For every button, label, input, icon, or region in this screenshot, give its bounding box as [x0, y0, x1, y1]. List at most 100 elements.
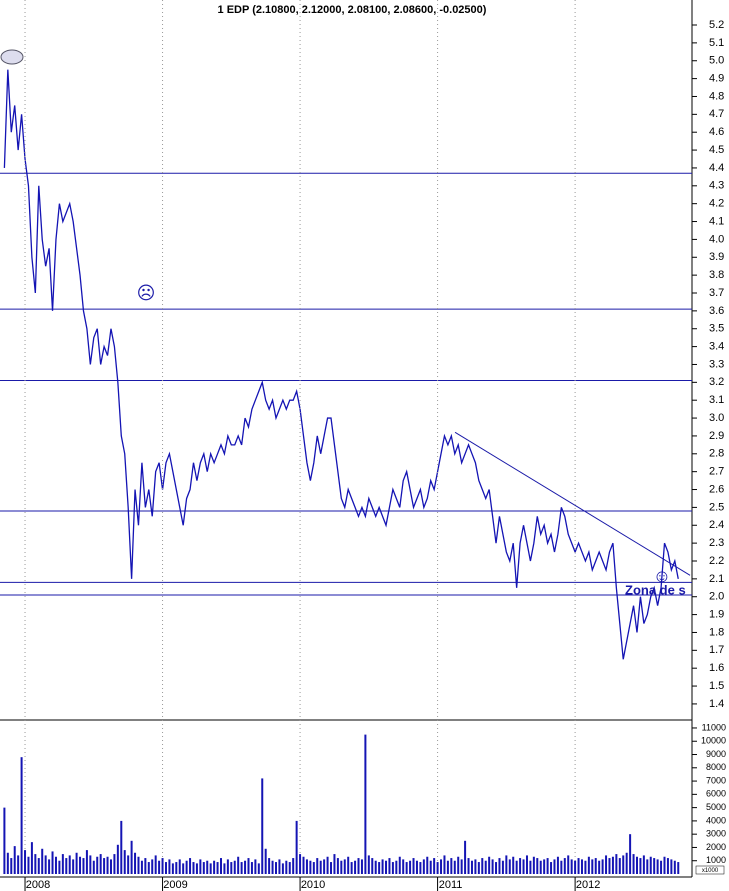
volume-bar [453, 860, 456, 874]
volume-bar [230, 862, 233, 874]
volume-bar [550, 862, 553, 874]
volume-bar [305, 859, 308, 874]
volume-bar [285, 860, 288, 874]
volume-bar [158, 860, 161, 874]
volume-bar [470, 860, 473, 874]
volume-bar [426, 856, 429, 874]
y-tick-label: 2.9 [709, 430, 724, 442]
volume-tick-label: 9000 [706, 749, 726, 759]
y-tick-label: 5.0 [709, 55, 724, 67]
y-tick-label: 2.5 [709, 501, 724, 513]
volume-bar [522, 859, 525, 874]
volume-bar [223, 863, 226, 874]
volume-bar [202, 862, 205, 874]
volume-bar [30, 842, 33, 874]
trendline [454, 431, 691, 576]
volume-bar [639, 858, 642, 874]
volume-bar [508, 859, 511, 874]
y-tick-label: 3.7 [709, 287, 724, 299]
volume-bar [312, 862, 315, 874]
volume-bar [364, 734, 367, 874]
volume-bar [68, 855, 71, 874]
volume-bar [450, 858, 453, 874]
logo-icon [0, 49, 24, 65]
volume-bar [261, 778, 264, 874]
volume-bar [92, 860, 95, 874]
volume-tick-label: 3000 [706, 829, 726, 839]
volume-bar [519, 858, 522, 874]
volume-bar [405, 862, 408, 874]
volume-bar [99, 854, 102, 874]
y-tick-label: 3.9 [709, 251, 724, 263]
y-tick-label: 3.6 [709, 305, 724, 317]
volume-bar [175, 862, 178, 874]
volume-bar [419, 862, 422, 874]
volume-bar [653, 858, 656, 874]
volume-bar [422, 859, 425, 874]
volume-bar [182, 863, 185, 874]
y-tick-label: 4.4 [709, 162, 724, 174]
volume-bar [41, 848, 44, 874]
volume-bar [127, 855, 130, 874]
volume-bar [385, 860, 388, 874]
volume-bar [154, 855, 157, 874]
volume-bar [367, 855, 370, 874]
volume-bar [3, 807, 6, 874]
volume-bar [178, 859, 181, 874]
volume-bar [216, 862, 219, 874]
volume-bar [563, 858, 566, 874]
volume-bar [299, 854, 302, 874]
volume-bar [594, 858, 597, 874]
volume-bar [85, 850, 88, 874]
volume-bar [660, 860, 663, 874]
volume-bar [525, 855, 528, 874]
volume-bar [663, 856, 666, 874]
volume-bar [13, 846, 16, 874]
y-tick-label: 5.1 [709, 37, 724, 49]
y-tick-label: 4.9 [709, 73, 724, 85]
volume-bar [484, 860, 487, 874]
volume-bar [666, 858, 669, 874]
volume-unit-box [695, 865, 725, 875]
volume-bar [656, 859, 659, 874]
volume-bar [357, 858, 360, 874]
y-tick-label: 3.8 [709, 269, 724, 281]
volume-bar [587, 856, 590, 874]
volume-bar [199, 859, 202, 874]
volume-bar [140, 860, 143, 874]
volume-bar [381, 859, 384, 874]
volume-bar [457, 856, 460, 874]
y-tick-label: 1.9 [709, 608, 724, 620]
volume-bar [436, 862, 439, 874]
volume-bar [412, 858, 415, 874]
volume-bar [433, 858, 436, 874]
volume-bar [316, 858, 319, 874]
volume-bar [460, 859, 463, 874]
volume-bar [54, 856, 57, 874]
volume-bar [137, 856, 140, 874]
volume-bar [536, 858, 539, 874]
volume-bar [505, 855, 508, 874]
volume-bar [10, 858, 13, 874]
volume-bar [281, 863, 284, 874]
volume-bar [268, 858, 271, 874]
y-tick-label: 4.7 [709, 108, 724, 120]
volume-bar [185, 860, 188, 874]
x-tick-label: 2008 [26, 879, 50, 891]
volume-bar [302, 856, 305, 874]
volume-bar [309, 860, 312, 874]
annotation: ☺ [653, 566, 671, 586]
x-tick-label: 2012 [576, 879, 600, 891]
volume-bar [319, 860, 322, 874]
volume-bar [61, 854, 64, 874]
volume-bar [192, 862, 195, 874]
volume-bar [611, 856, 614, 874]
volume-bar [580, 859, 583, 874]
volume-bar [598, 860, 601, 874]
y-tick-label: 3.4 [709, 341, 724, 353]
volume-bar [577, 858, 580, 874]
y-tick-label: 2.2 [709, 555, 724, 567]
volume-bar [292, 858, 295, 874]
volume-bar [206, 860, 209, 874]
y-tick-label: 1.6 [709, 662, 724, 674]
